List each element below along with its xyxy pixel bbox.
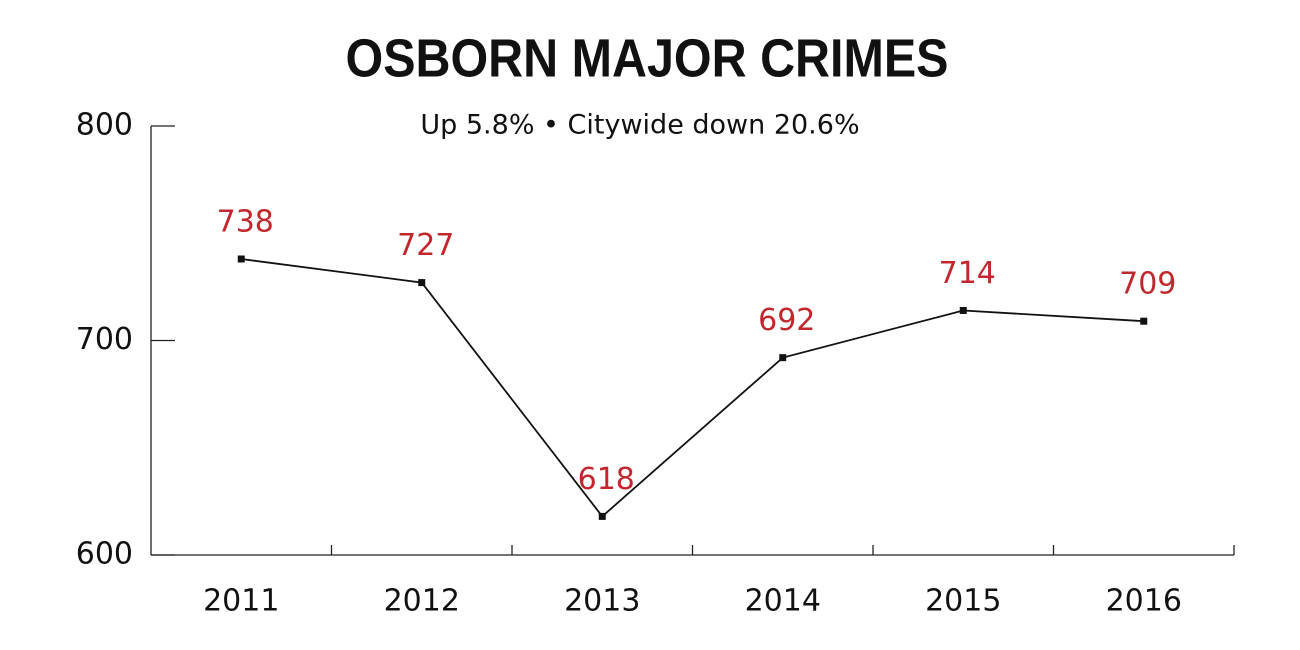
data-label: 692 [758, 303, 815, 338]
x-tick-label: 2011 [203, 584, 279, 619]
data-label: 727 [397, 228, 454, 263]
point-marker [959, 306, 967, 314]
data-label: 618 [578, 462, 635, 497]
y-tick-label: 700 [76, 322, 133, 357]
x-tick-label: 2016 [1106, 584, 1182, 619]
x-tick-label: 2013 [564, 584, 640, 619]
chart-subtitle: Up 5.8% • Citywide down 20.6% [420, 110, 859, 141]
point-marker [1140, 317, 1148, 325]
y-tick-label: 600 [76, 537, 133, 572]
point-marker [598, 512, 606, 520]
x-tick-label: 2014 [745, 584, 821, 619]
chart-title: OSBORN MAJOR CRIMES [346, 28, 949, 88]
series-line [241, 258, 1144, 518]
x-tick-label: 2012 [384, 584, 460, 619]
point-marker [237, 255, 245, 263]
point-marker [779, 354, 787, 362]
data-label: 714 [939, 256, 996, 291]
x-tick-label: 2015 [925, 584, 1001, 619]
point-marker [418, 279, 426, 287]
y-tick-label: 800 [76, 108, 133, 143]
data-label: 709 [1119, 267, 1176, 302]
data-label: 738 [217, 204, 274, 239]
